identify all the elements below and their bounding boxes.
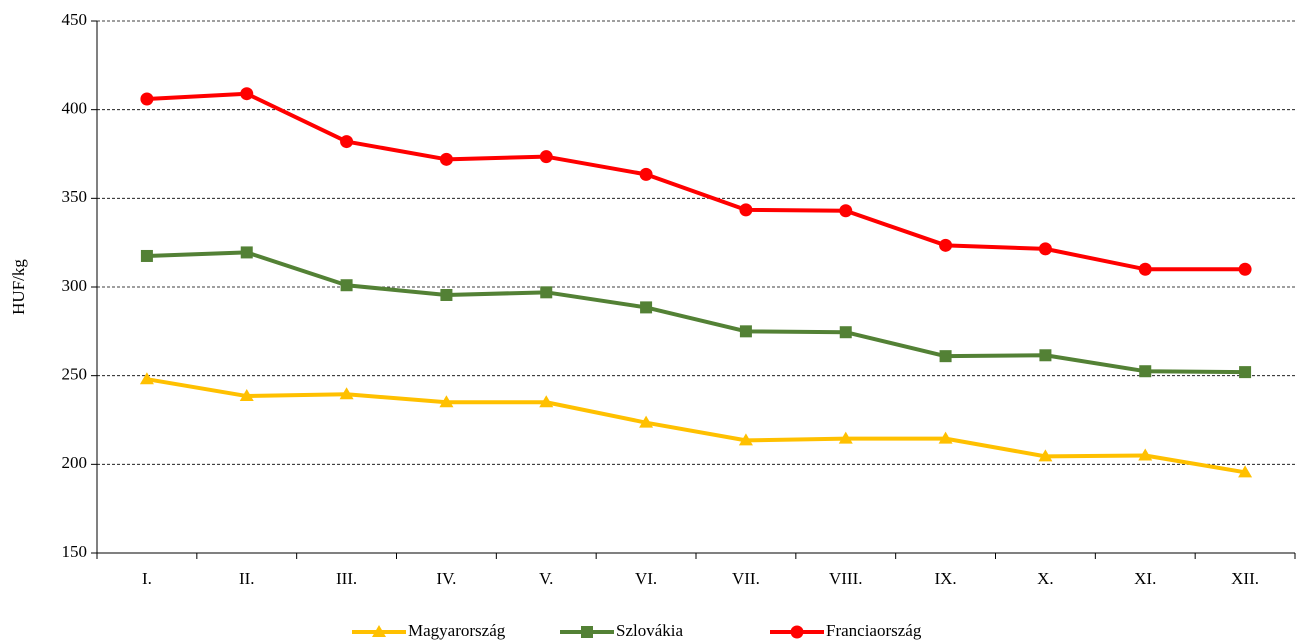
data-point — [539, 150, 553, 164]
x-tick-label: IV. — [436, 569, 456, 588]
data-point — [1139, 365, 1152, 378]
x-tick-label: IX. — [934, 569, 956, 588]
x-tick-label: X. — [1037, 569, 1054, 588]
data-point — [739, 203, 753, 217]
data-point — [1038, 242, 1052, 256]
x-tick-label: V. — [539, 569, 553, 588]
x-tick-label: VIII. — [829, 569, 863, 588]
data-point — [240, 246, 253, 259]
data-point — [140, 92, 154, 106]
data-point — [540, 286, 553, 299]
y-tick-label: 350 — [62, 187, 88, 206]
data-point — [439, 395, 454, 408]
data-point — [639, 415, 654, 428]
data-point — [1238, 465, 1253, 478]
data-point — [539, 395, 554, 408]
data-point — [140, 249, 153, 262]
data-point — [439, 152, 453, 166]
data-point — [240, 87, 254, 101]
legend-marker — [790, 625, 804, 639]
series-line — [146, 377, 1246, 475]
x-tick-label: II. — [239, 569, 255, 588]
x-tick-label: VI. — [635, 569, 657, 588]
legend-marker — [372, 625, 386, 637]
y-tick-label: 300 — [62, 276, 88, 295]
data-point — [1138, 262, 1152, 276]
y-tick-label: 450 — [62, 10, 88, 29]
data-point — [1239, 366, 1252, 379]
data-point — [839, 204, 853, 218]
data-point — [939, 350, 952, 363]
data-point — [1039, 349, 1052, 362]
x-tick-label: XI. — [1134, 569, 1156, 588]
data-point — [739, 325, 752, 338]
data-point — [839, 326, 852, 339]
series-line — [146, 91, 1246, 272]
data-point — [440, 288, 453, 301]
data-point — [639, 167, 653, 181]
legend-label: Szlovákia — [616, 621, 683, 640]
data-point — [939, 238, 953, 252]
data-point — [640, 301, 653, 314]
legend-label: Franciaország — [826, 621, 922, 640]
y-tick-label: 200 — [62, 453, 88, 472]
legend-label: Magyarország — [408, 621, 506, 640]
data-point — [738, 433, 753, 446]
y-tick-label: 150 — [62, 542, 88, 561]
x-tick-label: VII. — [732, 569, 760, 588]
data-point — [340, 279, 353, 292]
data-point — [340, 135, 354, 149]
y-tick-label: 250 — [62, 365, 88, 384]
data-point — [1238, 262, 1252, 276]
data-point — [139, 372, 154, 385]
x-tick-label: III. — [336, 569, 357, 588]
legend-marker — [581, 626, 593, 638]
data-point — [1138, 448, 1153, 461]
data-point — [838, 431, 853, 444]
data-point — [938, 431, 953, 444]
y-axis-label: HUF/kg — [9, 259, 28, 315]
x-tick-label: I. — [142, 569, 152, 588]
series-line — [146, 250, 1246, 375]
data-point — [339, 387, 354, 400]
y-tick-label: 400 — [62, 99, 88, 118]
data-point — [239, 389, 254, 402]
data-point — [1038, 449, 1053, 462]
x-tick-label: XII. — [1231, 569, 1259, 588]
